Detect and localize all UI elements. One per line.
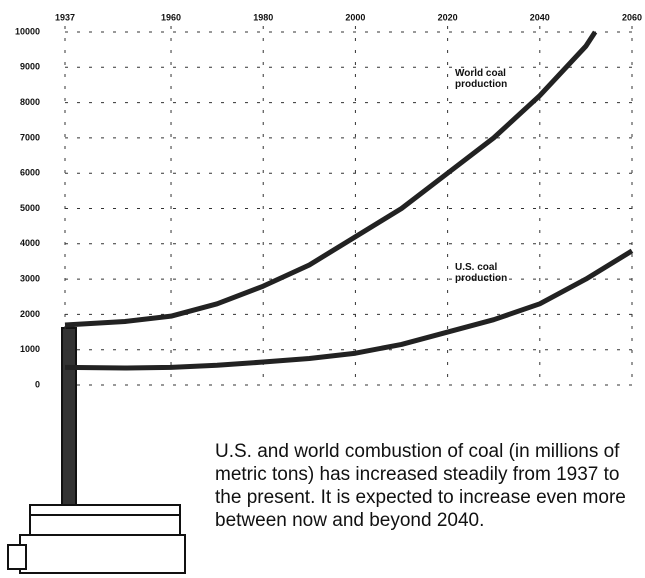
smokestack	[8, 328, 185, 573]
x-tick-label: 1937	[55, 12, 75, 22]
x-tick-label: 2000	[345, 12, 365, 22]
y-tick-label: 0	[35, 379, 40, 389]
x-tick-label: 2060	[622, 12, 642, 22]
y-tick-label: 10000	[15, 26, 40, 36]
y-tick-label: 9000	[20, 62, 40, 72]
x-tick-label: 2040	[530, 12, 550, 22]
y-tick-label: 6000	[20, 168, 40, 178]
y-tick-label: 3000	[20, 273, 40, 283]
series-label-text: U.S. coal production	[455, 262, 535, 284]
series-label: U.S. coal production	[455, 262, 535, 292]
series-line	[65, 251, 632, 368]
series-label: World coal production	[455, 68, 535, 98]
y-tick-label: 7000	[20, 132, 40, 142]
y-tick-label: 4000	[20, 238, 40, 248]
x-tick-label: 2020	[438, 12, 458, 22]
x-tick-label: 1960	[161, 12, 181, 22]
y-tick-label: 1000	[20, 344, 40, 354]
y-tick-label: 5000	[20, 203, 40, 213]
y-tick-label: 8000	[20, 97, 40, 107]
y-tick-label: 2000	[20, 309, 40, 319]
x-tick-label: 1980	[253, 12, 273, 22]
page: 0 1000 2000 3000 4000 5000 6000 7000 8000 9000 100…	[0, 0, 645, 578]
caption: U.S. and world combustion of coal (in mi…	[215, 440, 635, 532]
series-label-text: World coal production	[455, 68, 535, 90]
